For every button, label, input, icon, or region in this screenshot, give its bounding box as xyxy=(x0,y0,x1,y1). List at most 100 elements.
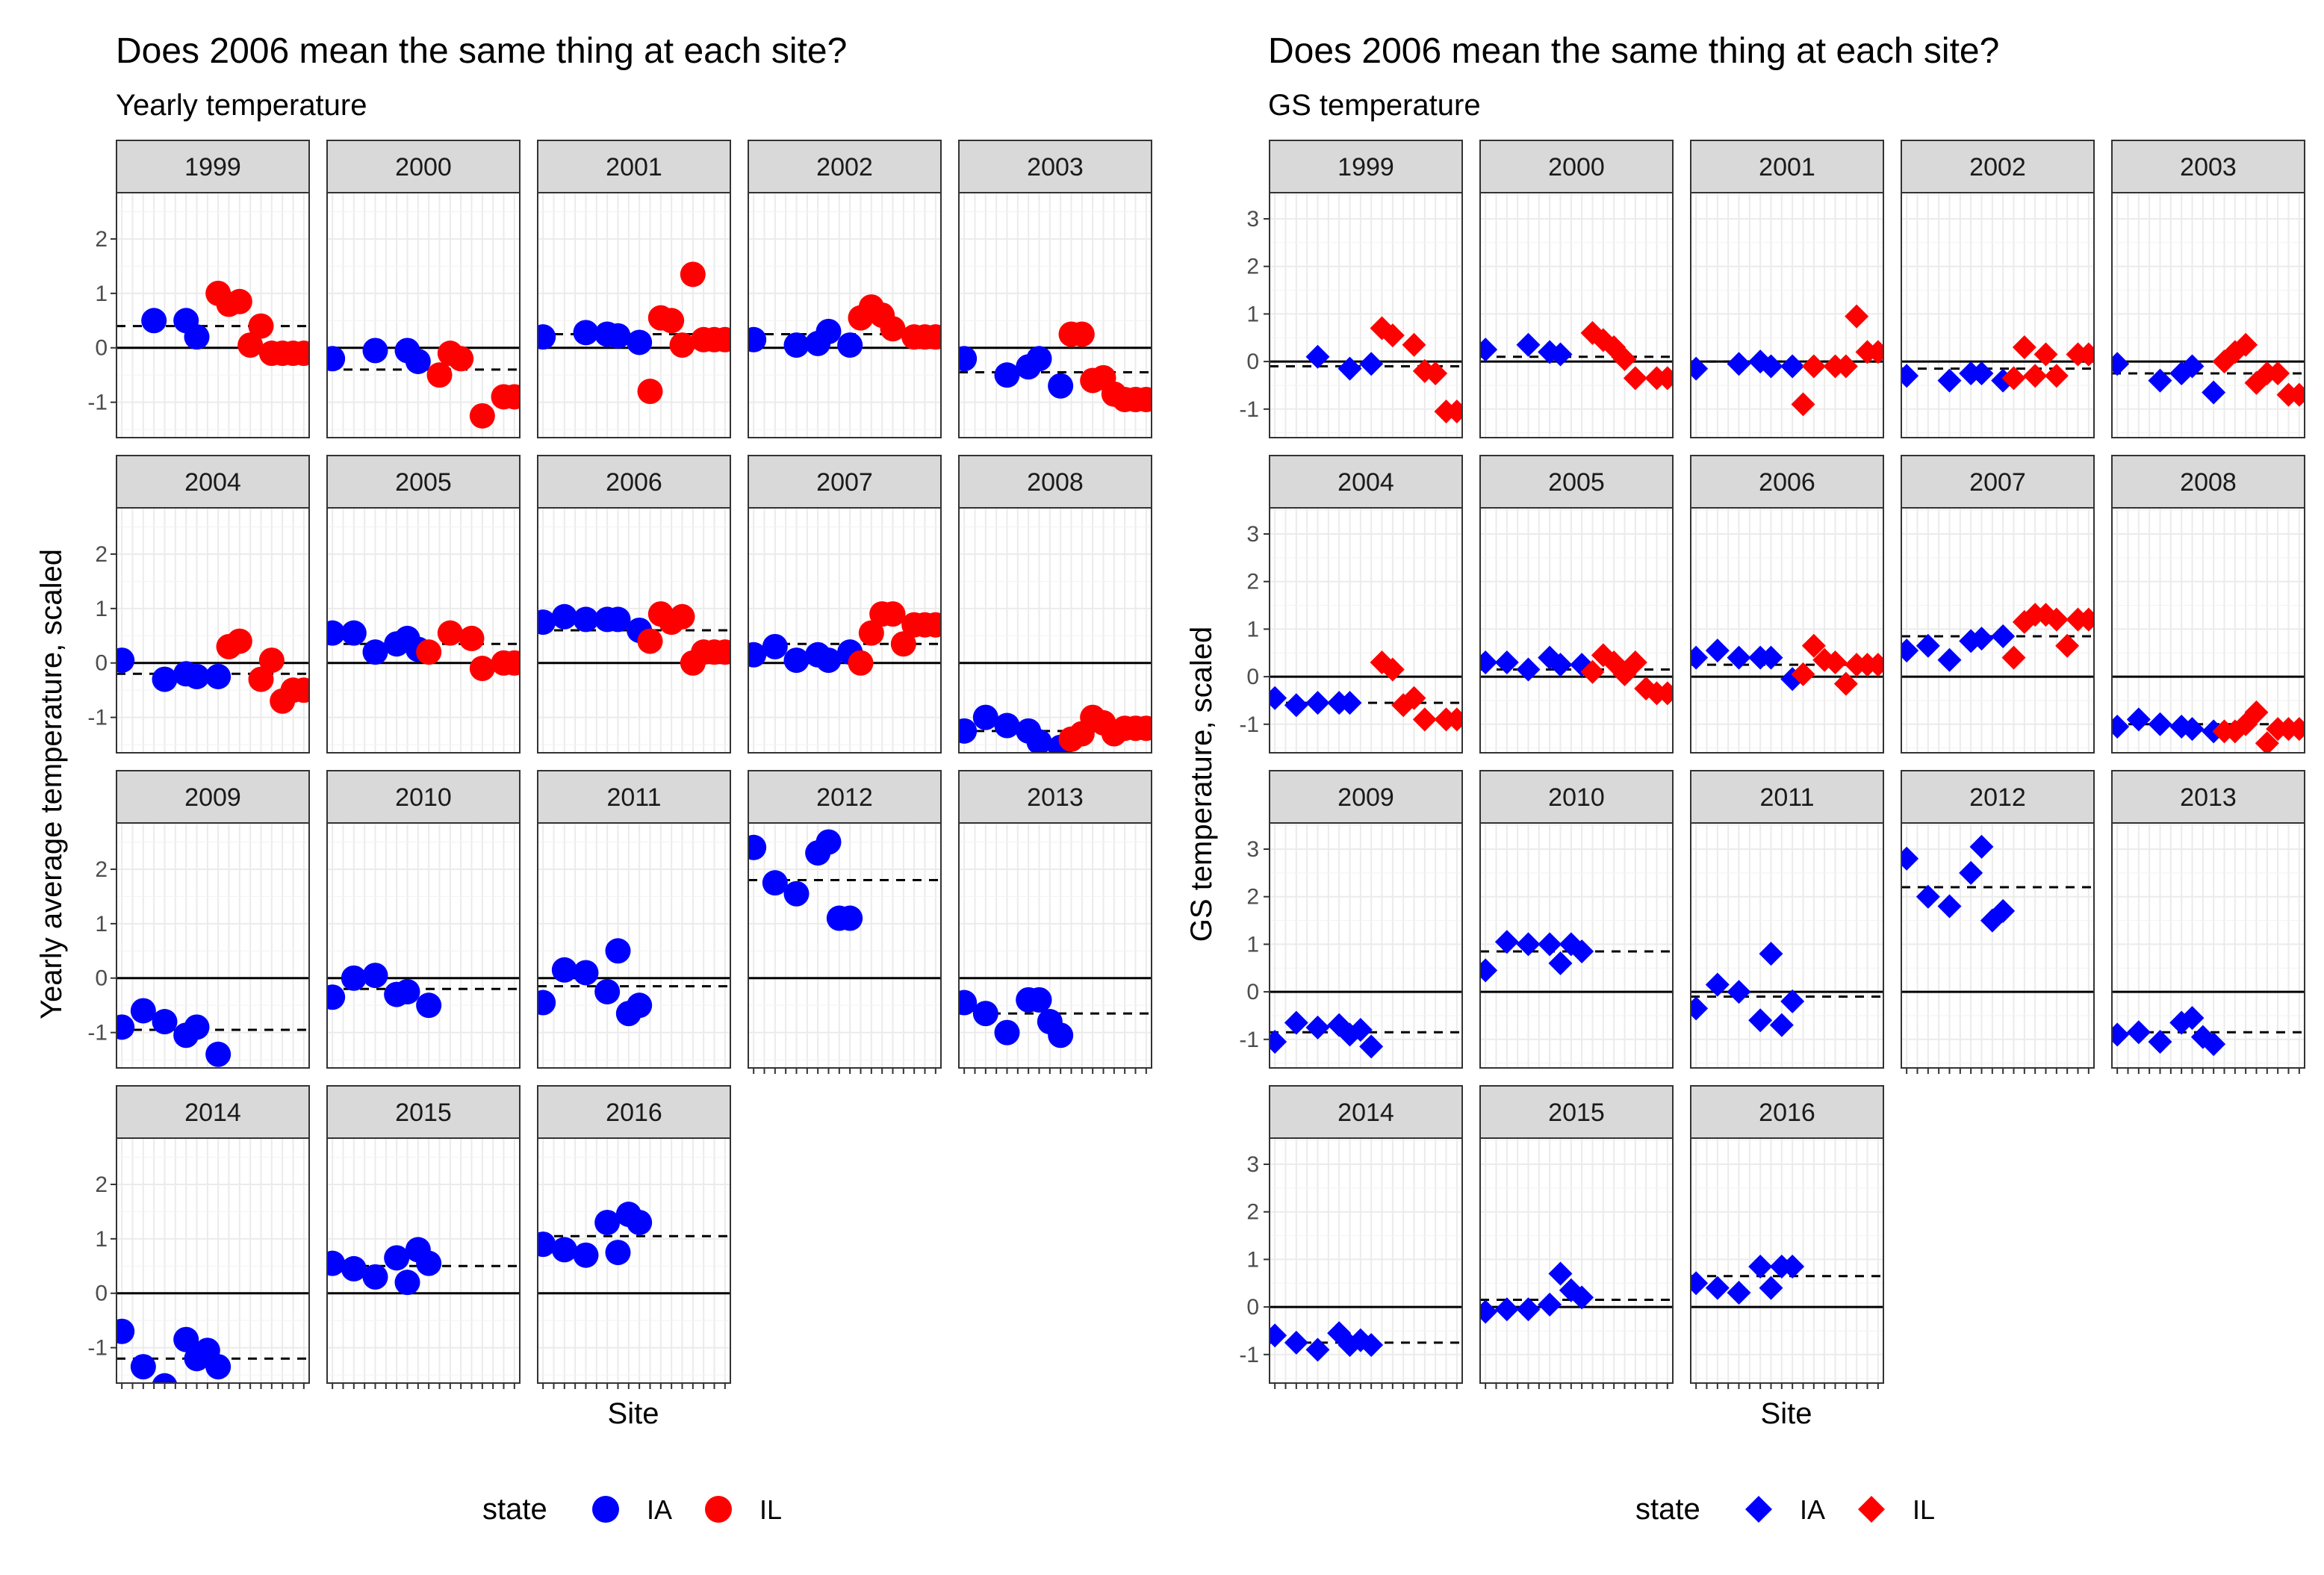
facet-panel-2010: 2010 xyxy=(1479,770,1674,1069)
facet-panel-2004: 2004 -1 0 1 2 3 xyxy=(1239,455,1463,754)
data-point-il xyxy=(659,308,685,334)
data-point-ia xyxy=(594,978,621,1004)
data-point-ia xyxy=(1480,958,1498,983)
data-point-ia xyxy=(605,323,631,349)
legend-key-il-diamond xyxy=(1858,1496,1885,1523)
panel-background xyxy=(2112,508,2305,753)
data-point-il xyxy=(426,362,453,388)
panel-gridlines xyxy=(2112,193,2305,438)
data-point-ia xyxy=(130,1354,156,1380)
panel-border xyxy=(2111,507,2305,754)
facet-strip-label: 2008 xyxy=(1027,468,1084,497)
data-point-ia xyxy=(1516,1297,1541,1322)
data-point-ia xyxy=(384,1245,410,1271)
facet-strip xyxy=(1269,140,1463,193)
data-point-ia xyxy=(1969,361,1994,386)
data-point-il xyxy=(1402,686,1426,710)
data-point-il xyxy=(1423,361,1448,386)
y-tick-label: -1 xyxy=(1239,1028,1259,1052)
data-point-ia xyxy=(2148,368,2172,393)
facet-strip xyxy=(116,1085,310,1139)
data-point-il xyxy=(680,261,706,288)
data-point-ia xyxy=(1759,1276,1783,1300)
data-point-il xyxy=(712,639,730,665)
data-point-il xyxy=(1412,707,1437,732)
data-point-ia xyxy=(362,338,388,364)
y-tick-label: -1 xyxy=(1239,1343,1259,1367)
data-point-il xyxy=(2234,332,2258,357)
facet-panel-2014: 2014 -1 0 1 2 xyxy=(87,1085,310,1389)
facet-panel-2012: 2012 xyxy=(1901,770,2095,1074)
panel-border xyxy=(326,507,521,754)
data-point-ia xyxy=(341,1255,367,1282)
data-point-ia xyxy=(2202,380,2226,405)
facet-strip-label: 1999 xyxy=(184,153,241,181)
data-point-il xyxy=(448,346,474,372)
data-point-il xyxy=(1833,671,1858,696)
y-tick-label: 2 xyxy=(1246,1200,1259,1225)
data-point-ia xyxy=(1305,691,1330,715)
panel-background xyxy=(1480,193,1673,438)
facet-strip xyxy=(748,770,942,824)
data-point-ia xyxy=(1480,1299,1498,1324)
data-point-il xyxy=(226,628,252,654)
data-point-ia xyxy=(116,1318,135,1344)
data-point-ia xyxy=(1991,624,2016,648)
facet-strip xyxy=(2111,770,2305,824)
data-point-ia xyxy=(1705,1276,1730,1300)
data-point-ia xyxy=(205,663,232,689)
data-points xyxy=(1480,930,1594,983)
data-point-ia xyxy=(2180,1006,2205,1031)
data-point-il xyxy=(1380,657,1405,682)
data-point-ia xyxy=(573,1242,599,1268)
panel-border xyxy=(1901,822,2095,1069)
data-point-ia xyxy=(1538,932,1562,957)
data-point-il xyxy=(469,403,495,429)
facet-strip-label: 2016 xyxy=(1759,1099,1815,1127)
x-axis-title: Site xyxy=(1761,1397,1812,1430)
data-point-ia xyxy=(416,1250,442,1276)
facet-panel-2009: 2009 -1 0 1 2 3 xyxy=(1239,770,1463,1069)
panel-gridlines xyxy=(1480,1138,1673,1383)
facet-strip-label: 2006 xyxy=(1759,468,1815,497)
data-point-ia xyxy=(2112,352,2130,376)
data-point-il xyxy=(880,601,906,627)
data-point-ia xyxy=(594,1209,621,1235)
data-points xyxy=(141,280,309,367)
data-points xyxy=(116,628,309,714)
data-point-il xyxy=(290,677,309,703)
data-point-il xyxy=(1444,707,1462,732)
panel-background xyxy=(116,508,309,753)
chart-subtitle: GS temperature xyxy=(1268,89,1481,122)
data-points xyxy=(327,338,520,429)
data-point-il xyxy=(2055,633,2080,658)
data-point-ia xyxy=(184,1014,210,1040)
data-point-ia xyxy=(184,324,210,350)
data-point-ia xyxy=(1516,932,1541,957)
data-point-ia xyxy=(815,829,842,855)
data-point-ia xyxy=(1494,1297,1519,1322)
y-tick-label: 2 xyxy=(1246,570,1259,594)
data-points xyxy=(538,938,653,1027)
data-point-ia xyxy=(1959,860,1983,885)
data-point-ia xyxy=(1516,332,1541,357)
y-tick-label: 3 xyxy=(1246,1152,1259,1177)
data-point-ia xyxy=(538,324,556,350)
data-point-ia xyxy=(152,1009,178,1035)
facet-panel-2003: 2003 xyxy=(2111,140,2305,438)
panel-border xyxy=(1690,507,1884,754)
facet-strip xyxy=(116,455,310,509)
data-point-ia xyxy=(627,329,653,355)
legend-label-il: IL xyxy=(1913,1494,1935,1525)
data-point-il xyxy=(2044,607,2069,632)
data-point-ia xyxy=(1705,972,1730,997)
data-point-il xyxy=(2076,607,2094,632)
facet-strip xyxy=(537,1085,731,1139)
data-point-il xyxy=(1801,354,1826,379)
facet-panel-1999: 1999 -1 0 1 2 xyxy=(87,140,310,438)
data-points xyxy=(1691,942,1805,1037)
data-point-il xyxy=(712,326,730,352)
facet-strip-label: 2016 xyxy=(606,1099,662,1127)
facet-strip xyxy=(1269,1085,1463,1139)
